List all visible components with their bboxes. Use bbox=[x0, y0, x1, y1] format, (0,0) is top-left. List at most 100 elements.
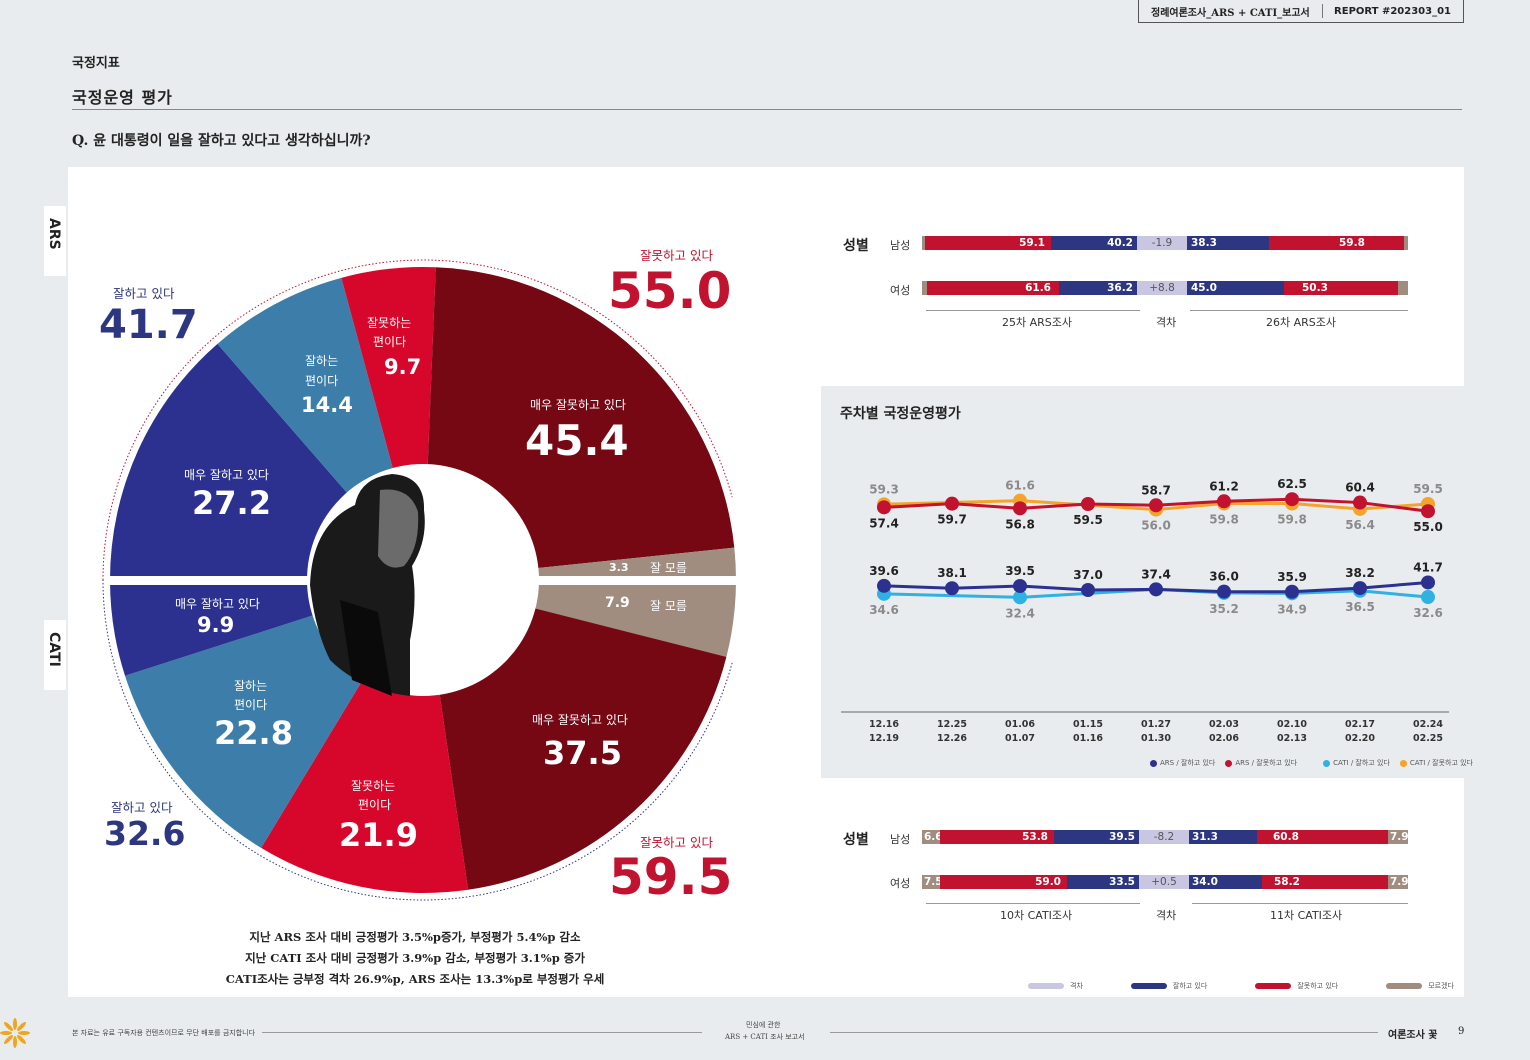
cati-axis-line-left bbox=[926, 903, 1140, 904]
ars-male-bar: 59.1 40.2 -1.9 38.3 59.8 bbox=[922, 236, 1408, 250]
ars-negative-total: 55.0 bbox=[608, 262, 732, 320]
cati-good-label-1: 잘하는 bbox=[234, 679, 268, 693]
cati-gap-label: 격차 bbox=[1156, 909, 1177, 922]
ars-female-bar: 61.6 36.2 +8.8 45.0 50.3 bbox=[922, 281, 1408, 295]
ars-good-label-1: 잘하는 bbox=[305, 354, 339, 368]
legend-swatch bbox=[1255, 983, 1292, 989]
legend-item: 모르겠다 bbox=[1428, 982, 1454, 990]
cati-dk-value: 7.9 bbox=[605, 595, 630, 611]
cati-f-pos-right: 34.0 bbox=[1189, 875, 1262, 889]
cati-good-label-2: 편이다 bbox=[234, 698, 268, 712]
cati-m-gap: -8.2 bbox=[1139, 830, 1189, 844]
ars-m-gap-val: -1.9 bbox=[1151, 237, 1173, 249]
cati-m-pos-right-val: 31.3 bbox=[1192, 831, 1218, 843]
legend-item: ARS / 잘하고 있다 bbox=[1160, 759, 1216, 767]
x-tick-label: 01.15 bbox=[1073, 719, 1103, 730]
cati-outer-ring bbox=[102, 579, 733, 901]
cati-female-bar: 7.5 59.0 33.5 +0.5 34.0 58.2 7.9 bbox=[922, 875, 1408, 889]
cati-right-survey-label: 11차 CATI조사 bbox=[1270, 909, 1343, 922]
data-label: 38.2 bbox=[1345, 566, 1375, 580]
x-tick-label: 02.24 bbox=[1413, 719, 1443, 730]
cati-very-bad-label: 매우 잘못하고 있다 bbox=[532, 713, 628, 727]
cati-f-gap-val: +0.5 bbox=[1151, 876, 1177, 888]
ars-right-survey-label: 26차 ARS조사 bbox=[1266, 316, 1337, 329]
ars-f-neg-left-val: 61.6 bbox=[1025, 282, 1051, 294]
data-label: 37.4 bbox=[1141, 567, 1171, 581]
data-point bbox=[1285, 492, 1299, 507]
x-tick-label: 12.19 bbox=[869, 733, 899, 744]
data-point bbox=[1081, 497, 1095, 511]
ars-positive-total-label: 잘하고 있다 bbox=[113, 286, 175, 301]
cati-f-dk-left: 7.5 bbox=[922, 875, 940, 889]
legend-item: 격차 bbox=[1070, 982, 1083, 990]
ars-m-pos-right-val: 38.3 bbox=[1191, 237, 1217, 249]
ars-m-gap: -1.9 bbox=[1137, 236, 1187, 250]
data-label: 59.8 bbox=[1277, 513, 1307, 527]
cati-m-dk-left-val: 6.6 bbox=[924, 831, 940, 843]
cati-m-gap-val: -8.2 bbox=[1153, 831, 1175, 843]
ars-m-pos-left-val: 40.2 bbox=[1107, 237, 1133, 249]
cati-m-pos-left-val: 39.5 bbox=[1109, 831, 1135, 843]
ars-f-gap-val: +8.8 bbox=[1149, 282, 1175, 294]
data-point bbox=[1421, 575, 1435, 590]
cati-axis-line-right bbox=[1192, 903, 1408, 904]
note-line: CATI조사는 긍부정 격차 26.9%p, ARS 조사는 13.3%p로 부… bbox=[225, 972, 605, 986]
ars-outer-ring bbox=[102, 259, 733, 581]
ars-bad-label-2: 편이다 bbox=[373, 335, 407, 349]
data-label: 35.9 bbox=[1277, 570, 1307, 584]
cati-left-survey-label: 10차 CATI조사 bbox=[1000, 909, 1073, 922]
ars-f-pos-right-val: 45.0 bbox=[1191, 282, 1217, 294]
footer-center-1: 민심에 관한 bbox=[746, 1021, 781, 1029]
x-tick-label: 02.06 bbox=[1209, 733, 1239, 744]
cati-f-dk-right-val: 7.9 bbox=[1390, 876, 1408, 888]
ars-left-survey-label: 25차 ARS조사 bbox=[1002, 316, 1073, 329]
report-number: REPORT #202303_01 bbox=[1334, 5, 1451, 17]
cati-m-dk-right-val: 7.9 bbox=[1390, 831, 1408, 843]
ars-bad-label-1: 잘못하는 bbox=[367, 316, 412, 330]
data-point bbox=[1081, 583, 1095, 597]
portrait-image bbox=[310, 474, 425, 696]
ars-very-good-value: 27.2 bbox=[192, 484, 271, 522]
data-label: 56.8 bbox=[1005, 517, 1035, 531]
x-tick-label: 02.25 bbox=[1413, 733, 1443, 744]
ars-dk-value: 3.3 bbox=[609, 561, 629, 574]
data-label: 39.5 bbox=[1005, 564, 1035, 578]
x-tick-label: 02.10 bbox=[1277, 719, 1307, 730]
cati-m-neg-left-val: 53.8 bbox=[1022, 831, 1048, 843]
data-label: 59.5 bbox=[1073, 513, 1103, 527]
cati-m-neg-right-val: 60.8 bbox=[1273, 831, 1299, 843]
line-legend: ARS / 잘하고 있다 ARS / 잘못하고 있다 CATI / 잘하고 있다… bbox=[1150, 758, 1473, 768]
cati-positive-total-label: 잘하고 있다 bbox=[111, 800, 173, 815]
bottom-legend: 격차 잘하고 있다 잘못하고 있다 모르겠다 bbox=[1028, 981, 1454, 991]
cati-m-pos-right: 31.3 bbox=[1189, 830, 1257, 844]
ars-f-neg-left: 61.6 bbox=[927, 281, 1059, 295]
ars-gender-group-label: 성별 bbox=[843, 238, 869, 254]
cati-f-neg-right: 58.2 bbox=[1262, 875, 1388, 889]
cati-bad-label-1: 잘못하는 bbox=[351, 779, 396, 793]
cati-f-pos-right-val: 34.0 bbox=[1192, 876, 1218, 888]
cati-very-good-label: 매우 잘하고 있다 bbox=[175, 597, 260, 611]
data-point bbox=[1353, 581, 1367, 596]
cati-very-good-value: 9.9 bbox=[197, 613, 235, 637]
ars-negative-total-label: 잘못하고 있다 bbox=[640, 248, 713, 263]
data-label: 57.4 bbox=[869, 516, 899, 530]
data-label: 32.6 bbox=[1413, 606, 1443, 620]
ars-f-neg-right: 50.3 bbox=[1284, 281, 1398, 295]
data-label: 59.3 bbox=[869, 482, 899, 496]
ars-axis-line-left bbox=[926, 310, 1140, 311]
data-label: 41.7 bbox=[1413, 560, 1443, 574]
data-label: 34.6 bbox=[869, 603, 899, 617]
legend-swatch bbox=[1386, 983, 1423, 989]
cati-bad-label-2: 편이다 bbox=[358, 798, 392, 812]
footer-disclaimer: 본 자료는 유료 구독자용 컨텐츠이므로 무단 배포를 금지합니다 bbox=[72, 1029, 256, 1037]
x-tick-label: 01.30 bbox=[1141, 733, 1171, 744]
data-label: 58.7 bbox=[1141, 483, 1171, 497]
x-tick-label: 02.20 bbox=[1345, 733, 1375, 744]
cati-gender-group-label: 성별 bbox=[843, 832, 869, 848]
ars-tab bbox=[44, 206, 66, 276]
cati-m-neg-left: 53.8 bbox=[940, 830, 1054, 844]
ars-dk-label: 잘 모름 bbox=[650, 561, 687, 575]
cati-tab bbox=[44, 620, 66, 690]
data-point bbox=[1149, 498, 1163, 513]
ars-good-value: 14.4 bbox=[301, 393, 353, 417]
